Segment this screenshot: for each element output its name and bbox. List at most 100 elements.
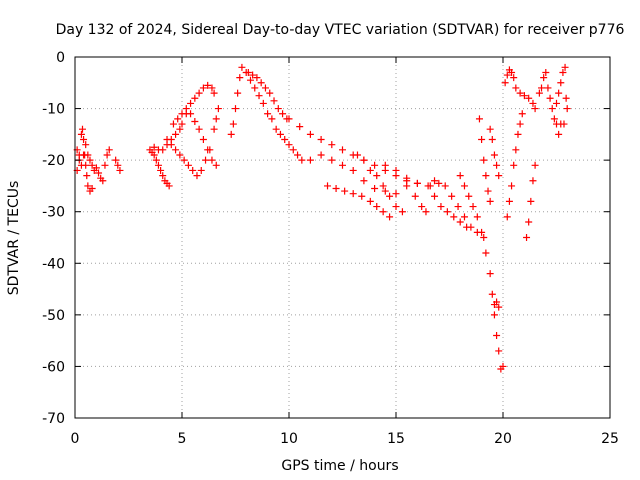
series-arc-u — [490, 298, 507, 373]
series-arc-x — [523, 161, 539, 241]
data-point — [187, 99, 195, 107]
series-arc-l — [324, 182, 394, 221]
data-point — [495, 303, 503, 311]
data-point — [480, 234, 488, 241]
data-point — [482, 249, 490, 257]
series-arc-r — [456, 172, 503, 355]
data-point — [112, 156, 120, 164]
series-arc-z — [553, 63, 571, 128]
data-point — [232, 105, 239, 113]
data-point — [403, 174, 411, 182]
data-point — [456, 218, 464, 226]
data-point — [486, 197, 494, 205]
data-point — [531, 105, 539, 113]
series-arc-n — [381, 161, 432, 190]
data-point — [493, 331, 501, 339]
data-point — [548, 105, 556, 113]
y-tick-label: -60 — [42, 359, 65, 375]
data-point — [332, 185, 340, 193]
data-point — [386, 213, 394, 221]
data-point — [486, 125, 494, 133]
data-point — [349, 166, 357, 174]
data-point — [234, 89, 242, 97]
data-point — [373, 172, 381, 180]
data-point — [431, 177, 439, 185]
data-point — [84, 151, 92, 159]
data-point — [339, 161, 346, 169]
data-point — [431, 192, 439, 200]
data-point — [210, 89, 218, 97]
data-point — [469, 203, 477, 211]
data-point — [178, 110, 186, 118]
data-point — [542, 68, 550, 76]
data-point — [86, 156, 94, 164]
data-point — [512, 84, 520, 92]
data-point — [154, 161, 162, 169]
data-point — [229, 120, 237, 128]
series-arc-k — [306, 151, 400, 198]
data-point — [238, 63, 246, 71]
data-point — [174, 115, 182, 123]
data-point — [520, 92, 528, 100]
data-point — [562, 94, 570, 102]
data-point — [88, 161, 96, 169]
series-arc-g — [197, 105, 222, 174]
data-point — [482, 172, 490, 180]
data-point — [422, 208, 430, 216]
x-axis-label: GPS time / hours — [281, 458, 398, 474]
data-point — [105, 146, 113, 154]
data-point — [163, 136, 171, 144]
data-point — [550, 115, 558, 123]
data-point — [512, 146, 520, 154]
data-point — [88, 185, 96, 193]
data-point — [508, 68, 516, 76]
data-point — [525, 94, 533, 102]
data-point — [501, 79, 509, 87]
data-point — [159, 172, 167, 180]
data-point — [413, 179, 421, 187]
data-point — [296, 123, 304, 131]
series-arc-t — [486, 125, 503, 180]
y-tick-label: -20 — [42, 153, 65, 169]
data-point — [510, 74, 518, 82]
data-point — [95, 169, 103, 177]
data-point — [206, 146, 214, 154]
data-point — [298, 156, 306, 164]
series-arc-y — [535, 68, 565, 138]
data-point — [379, 208, 387, 216]
data-point — [78, 125, 86, 133]
data-point — [523, 234, 531, 241]
y-axis-label: SDTVAR / TECUs — [6, 181, 22, 296]
data-point — [392, 190, 400, 198]
data-point — [386, 192, 394, 200]
y-tick-label: 0 — [56, 50, 65, 66]
data-point — [560, 120, 568, 128]
data-point — [208, 84, 216, 92]
data-point — [289, 146, 297, 154]
data-point — [195, 89, 203, 97]
data-point — [236, 74, 244, 82]
data-point — [169, 120, 177, 128]
data-point — [285, 115, 293, 123]
data-point — [328, 156, 336, 164]
data-point — [176, 125, 184, 133]
data-point — [426, 182, 434, 190]
data-point — [559, 68, 567, 76]
data-point — [114, 161, 122, 169]
series-arc-m — [353, 151, 406, 216]
data-point — [490, 311, 498, 319]
y-tick-label: -40 — [42, 256, 65, 272]
data-point — [101, 161, 109, 169]
data-point — [202, 156, 210, 164]
series-arc-b — [73, 141, 124, 185]
data-point — [403, 182, 411, 190]
x-tick-label: 5 — [178, 431, 187, 447]
data-point — [77, 130, 85, 138]
data-point — [257, 79, 265, 87]
data-point — [460, 182, 468, 190]
data-point — [366, 166, 374, 174]
data-point — [540, 74, 548, 82]
data-point — [535, 89, 543, 97]
data-point — [398, 208, 406, 216]
series-arc-v — [503, 110, 526, 221]
